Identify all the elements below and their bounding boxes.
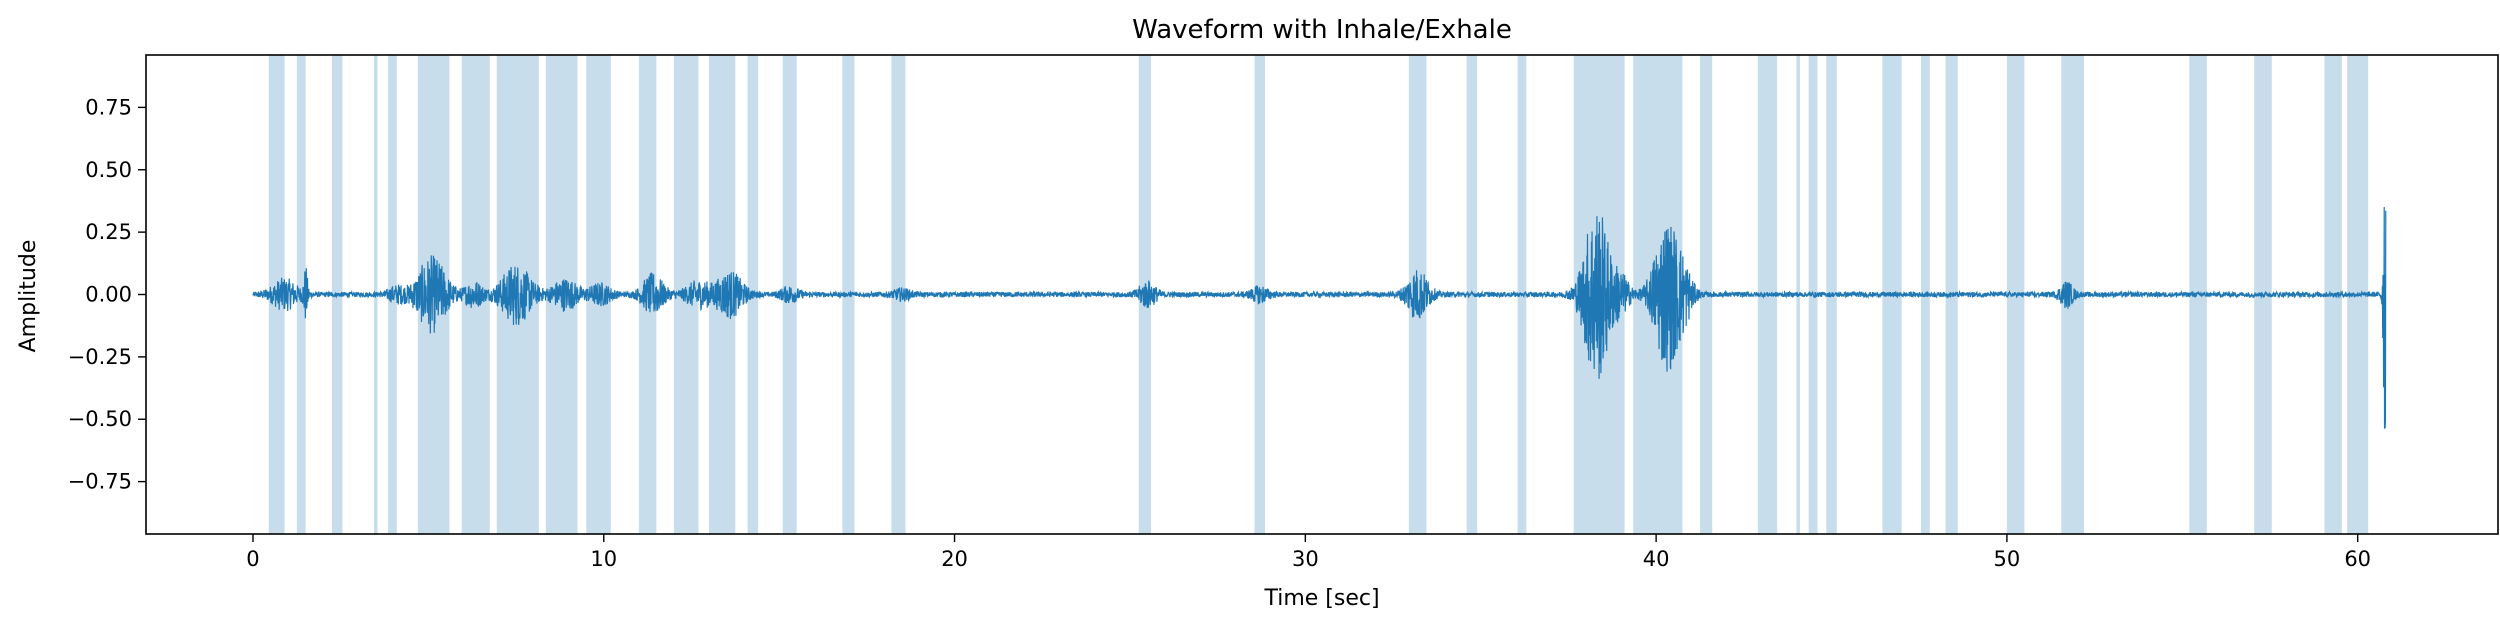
waveform-series [252, 207, 2387, 429]
waveform-line [252, 207, 2387, 429]
x-tick-label: 20 [941, 547, 968, 571]
y-axis-label: Amplitude [16, 240, 41, 353]
y-tick-label: −0.25 [68, 345, 132, 369]
x-axis-label: Time [sec] [1263, 586, 1379, 611]
y-tick-label: −0.75 [68, 470, 132, 494]
breath-span-20 [1466, 55, 1478, 534]
x-tick-label: 50 [1994, 547, 2021, 571]
y-tick-label: 0.50 [85, 158, 132, 182]
x-tick-label: 0 [246, 547, 259, 571]
y-tick-label: 0.75 [85, 95, 132, 119]
x-tick-label: 10 [590, 547, 617, 571]
breath-span-33 [2061, 55, 2085, 534]
x-tick-label: 60 [2344, 547, 2371, 571]
y-tick-label: 0.25 [85, 220, 132, 244]
x-tick-label: 30 [1292, 547, 1319, 571]
chart-title: Waveform with Inhale/Exhale [1132, 15, 1512, 45]
y-tick-label: −0.50 [68, 407, 132, 431]
x-axis-ticks: 0 10 20 30 40 50 60 [246, 534, 2371, 571]
y-tick-label: 0.00 [85, 283, 132, 307]
y-axis-ticks: 0.75 0.50 0.25 0.00 −0.25 −0.50 −0.75 [68, 95, 146, 494]
breath-span-16 [891, 55, 906, 534]
x-tick-label: 40 [1643, 547, 1670, 571]
